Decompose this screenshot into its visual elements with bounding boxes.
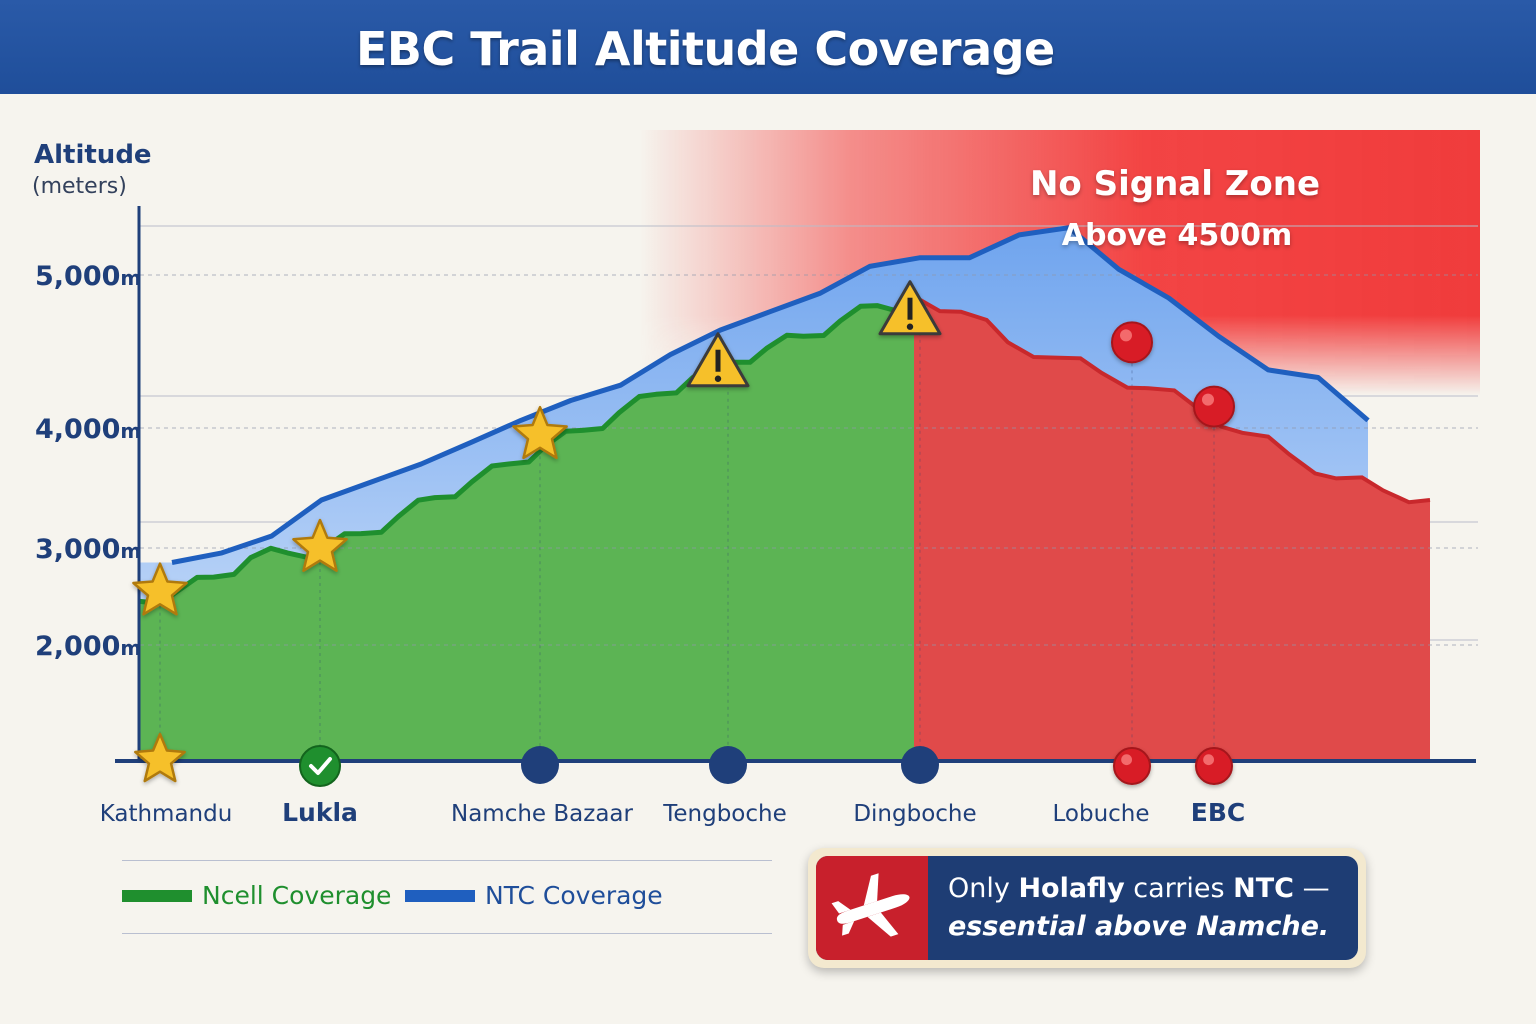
location-label: Kathmandu	[100, 801, 233, 827]
dashed-guides	[140, 274, 1478, 646]
warning-icon	[686, 332, 750, 388]
ncell-coverage-line	[139, 300, 916, 606]
coverage-lines	[139, 225, 1431, 606]
no-signal-edge	[913, 294, 1431, 505]
axis-star-icon	[134, 732, 186, 783]
y-axis-title: Altitude	[34, 140, 152, 170]
ncell-coverage-area	[140, 302, 914, 761]
y-axis-unit: (meters)	[32, 174, 127, 199]
location-label: Dingboche	[853, 801, 976, 827]
y-tick-label: 2,000m	[35, 631, 141, 662]
location-label: EBC	[1191, 798, 1245, 827]
y-tick-label: 4,000m	[35, 414, 141, 445]
altitude-star-icon	[512, 405, 568, 460]
no-signal-dot-icon	[1195, 747, 1233, 785]
no-signal-zone-subtitle: Above 4500m	[1062, 218, 1292, 253]
location-dot-icon	[709, 746, 747, 784]
callout-line-2: essential above Namche.	[948, 911, 1330, 942]
no-signal-zone-title: No Signal Zone	[1030, 164, 1320, 204]
location-dot-icon	[901, 746, 939, 784]
location-label: Lobuche	[1052, 801, 1149, 827]
location-guides	[159, 311, 1215, 761]
airplane-icon	[816, 856, 928, 960]
no-signal-dot-icon	[1193, 385, 1235, 428]
location-label: Tengboche	[662, 801, 787, 827]
location-markers	[134, 732, 1233, 787]
callout-line-1: Only Holafly carries NTC —	[948, 873, 1330, 904]
location-labels: Kathmandu Lukla Namche Bazaar Tengboche Ding…	[100, 798, 1246, 827]
legend: Ncell Coverage NTC Coverage	[122, 860, 772, 934]
warning-icon	[878, 280, 942, 336]
legend-label-ncell: Ncell Coverage	[202, 881, 392, 910]
y-tick-labels: 2,000m 3,000m 4,000m 5,000m	[35, 261, 141, 662]
legend-swatch-ntc	[405, 889, 475, 902]
callout-message: Only Holafly carries NTC — essential abo…	[948, 870, 1348, 946]
legend-swatch-ncell	[122, 889, 192, 902]
page-title: EBC Trail Altitude Coverage	[356, 22, 1055, 76]
ntc-coverage-line	[171, 225, 1370, 565]
y-tick-label: 5,000m	[35, 261, 141, 292]
legend-label-ntc: NTC Coverage	[485, 881, 663, 910]
y-tick-label: 3,000m	[35, 534, 141, 565]
location-dot-icon	[521, 746, 559, 784]
altitude-star-icon	[132, 562, 188, 616]
check-icon	[299, 745, 341, 787]
header-bar: EBC Trail Altitude Coverage	[0, 0, 1536, 94]
no-signal-dot-icon	[1113, 747, 1151, 785]
location-label: Namche Bazaar	[451, 801, 634, 827]
altitude-markers	[132, 280, 1235, 616]
no-signal-dot-icon	[1111, 321, 1153, 364]
location-label: Lukla	[282, 798, 358, 827]
altitude-star-icon	[292, 518, 348, 572]
legend-item-ntc: NTC Coverage	[405, 881, 663, 910]
legend-item-ncell: Ncell Coverage	[122, 881, 391, 910]
holafly-callout: Only Holafly carries NTC — essential abo…	[808, 848, 1366, 968]
